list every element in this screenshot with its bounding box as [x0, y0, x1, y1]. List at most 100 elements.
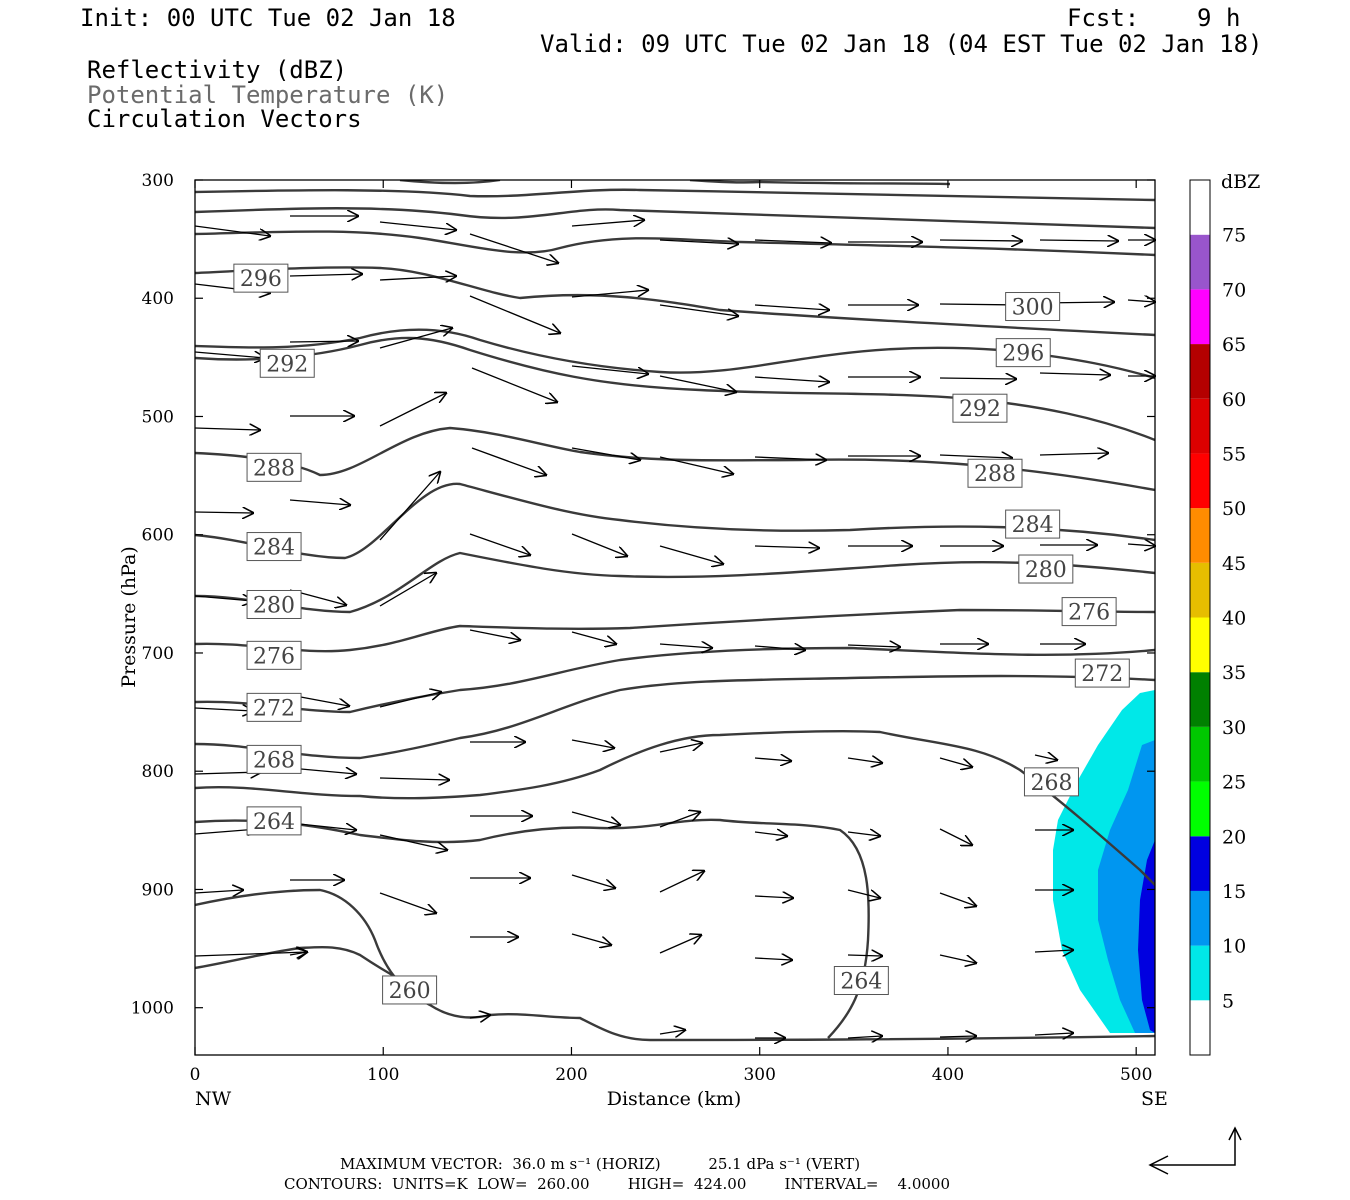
contour-label: 296	[233, 263, 289, 293]
contour-label: 288	[967, 458, 1023, 488]
x-tick-label: 100	[367, 1065, 399, 1085]
colorbar: 5 10 15 20 25 30 35 40 45 50 55 60 65 70 75	[1189, 179, 1246, 1056]
y-tick-label: 400	[142, 289, 174, 309]
contour-label: 280	[1018, 554, 1074, 584]
y-tick-label: 900	[142, 880, 174, 900]
reference-vector	[1148, 1126, 1242, 1175]
x-axis-ticks: 0 100 200 300 400 500	[190, 180, 1152, 1085]
colorbar-label: 10	[1222, 936, 1246, 958]
footer-contours: CONTOURS: UNITS=K LOW= 260.00 HIGH= 424.…	[284, 1175, 950, 1193]
x-tick-label: 0	[190, 1065, 201, 1085]
colorbar-label: 45	[1222, 553, 1246, 575]
svg-text:300: 300	[1012, 296, 1054, 321]
contour-label: 288	[246, 452, 302, 482]
svg-text:288: 288	[974, 462, 1016, 487]
reflectivity-15-20	[1138, 840, 1155, 1033]
svg-text:276: 276	[1068, 601, 1110, 626]
circulation-vectors	[194, 216, 1155, 1038]
y-axis-ticks: 300 400 500 600 700 800 900 1000	[131, 171, 1155, 1019]
colorbar-segment	[1190, 617, 1210, 673]
svg-text:296: 296	[240, 267, 282, 292]
svg-text:292: 292	[266, 352, 308, 377]
colorbar-label: 65	[1222, 334, 1246, 356]
x-tick-label: 200	[555, 1065, 587, 1085]
colorbar-segment	[1190, 890, 1210, 946]
x-end-label-left: NW	[195, 1088, 232, 1110]
colorbar-segment	[1190, 453, 1210, 509]
colorbar-segment	[1190, 945, 1210, 1001]
svg-text:272: 272	[1081, 662, 1123, 687]
colorbar-label: 20	[1222, 826, 1246, 848]
colorbar-segment	[1190, 836, 1210, 891]
svg-text:288: 288	[253, 456, 295, 481]
colorbar-label: 35	[1222, 662, 1246, 684]
footer-max-vector: MAXIMUM VECTOR: 36.0 m s⁻¹ (HORIZ) 25.1 …	[340, 1155, 861, 1173]
y-tick-label: 300	[142, 171, 174, 191]
plot-frame	[194, 179, 1156, 1056]
contour-label: 280	[246, 589, 302, 619]
colorbar-label: 70	[1222, 279, 1246, 301]
colorbar-segment	[1190, 781, 1210, 837]
contour-label: 260	[382, 975, 438, 1005]
y-tick-label: 700	[142, 644, 174, 664]
colorbar-label: 15	[1222, 881, 1246, 903]
x-tick-label: 400	[932, 1065, 964, 1085]
colorbar-label: 30	[1222, 717, 1246, 739]
colorbar-frame	[1189, 179, 1211, 1056]
colorbar-segment	[1190, 344, 1210, 399]
colorbar-segment	[1190, 672, 1210, 727]
y-tick-label: 800	[142, 762, 174, 782]
x-tick-label: 500	[1120, 1065, 1152, 1085]
contour-label: 276	[246, 640, 302, 670]
svg-text:296: 296	[1002, 342, 1044, 367]
contour-label: 300	[1005, 292, 1061, 322]
colorbar-label: 50	[1222, 498, 1246, 520]
svg-text:260: 260	[389, 979, 431, 1004]
field-circulation-vectors: Circulation Vectors	[87, 105, 362, 133]
contour-label: 264	[246, 806, 302, 836]
contour-label: 264	[833, 966, 889, 996]
svg-text:284: 284	[1012, 513, 1054, 538]
contour-label: 296	[995, 338, 1051, 368]
colorbar-segment	[1190, 508, 1210, 563]
svg-text:292: 292	[959, 397, 1001, 422]
svg-text:280: 280	[1025, 558, 1067, 583]
svg-text:264: 264	[253, 810, 295, 835]
y-tick-label: 1000	[131, 999, 174, 1019]
y-tick-label: 600	[142, 526, 174, 546]
x-end-label-right: SE	[1141, 1088, 1168, 1110]
reflectivity-shading	[1053, 690, 1155, 1033]
colorbar-segment	[1190, 726, 1210, 782]
contour-label: 276	[1061, 597, 1117, 627]
colorbar-segment	[1190, 234, 1210, 290]
svg-text:264: 264	[840, 970, 882, 995]
contour-label: 284	[1005, 509, 1061, 539]
colorbar-label: 25	[1222, 772, 1246, 794]
valid-time: Valid: 09 UTC Tue 02 Jan 18 (04 EST Tue …	[540, 30, 1263, 58]
svg-text:280: 280	[253, 593, 295, 618]
contour-label: 272	[246, 692, 302, 722]
forecast-hour: Fcst: 9 h	[1067, 4, 1241, 32]
svg-text:268: 268	[1030, 771, 1072, 796]
colorbar-label: 40	[1222, 608, 1246, 630]
colorbar-title: dBZ	[1221, 171, 1260, 193]
contour-label: 268	[246, 744, 302, 774]
contour-label: 284	[246, 532, 302, 562]
contour-label: 272	[1074, 658, 1130, 688]
colorbar-segment	[1190, 398, 1210, 454]
svg-text:276: 276	[253, 644, 295, 669]
contour-label: 292	[259, 348, 315, 378]
contour-label: 292	[952, 393, 1008, 423]
contour-label: 268	[1023, 767, 1079, 797]
svg-text:272: 272	[253, 696, 295, 721]
colorbar-label: 60	[1222, 389, 1246, 411]
x-axis-label: Distance (km)	[607, 1088, 742, 1110]
colorbar-segment	[1190, 180, 1210, 235]
colorbar-segment	[1190, 289, 1210, 345]
svg-text:268: 268	[253, 748, 295, 773]
colorbar-label: 5	[1222, 990, 1234, 1012]
colorbar-segment	[1190, 1000, 1210, 1055]
colorbar-segment	[1190, 562, 1210, 618]
